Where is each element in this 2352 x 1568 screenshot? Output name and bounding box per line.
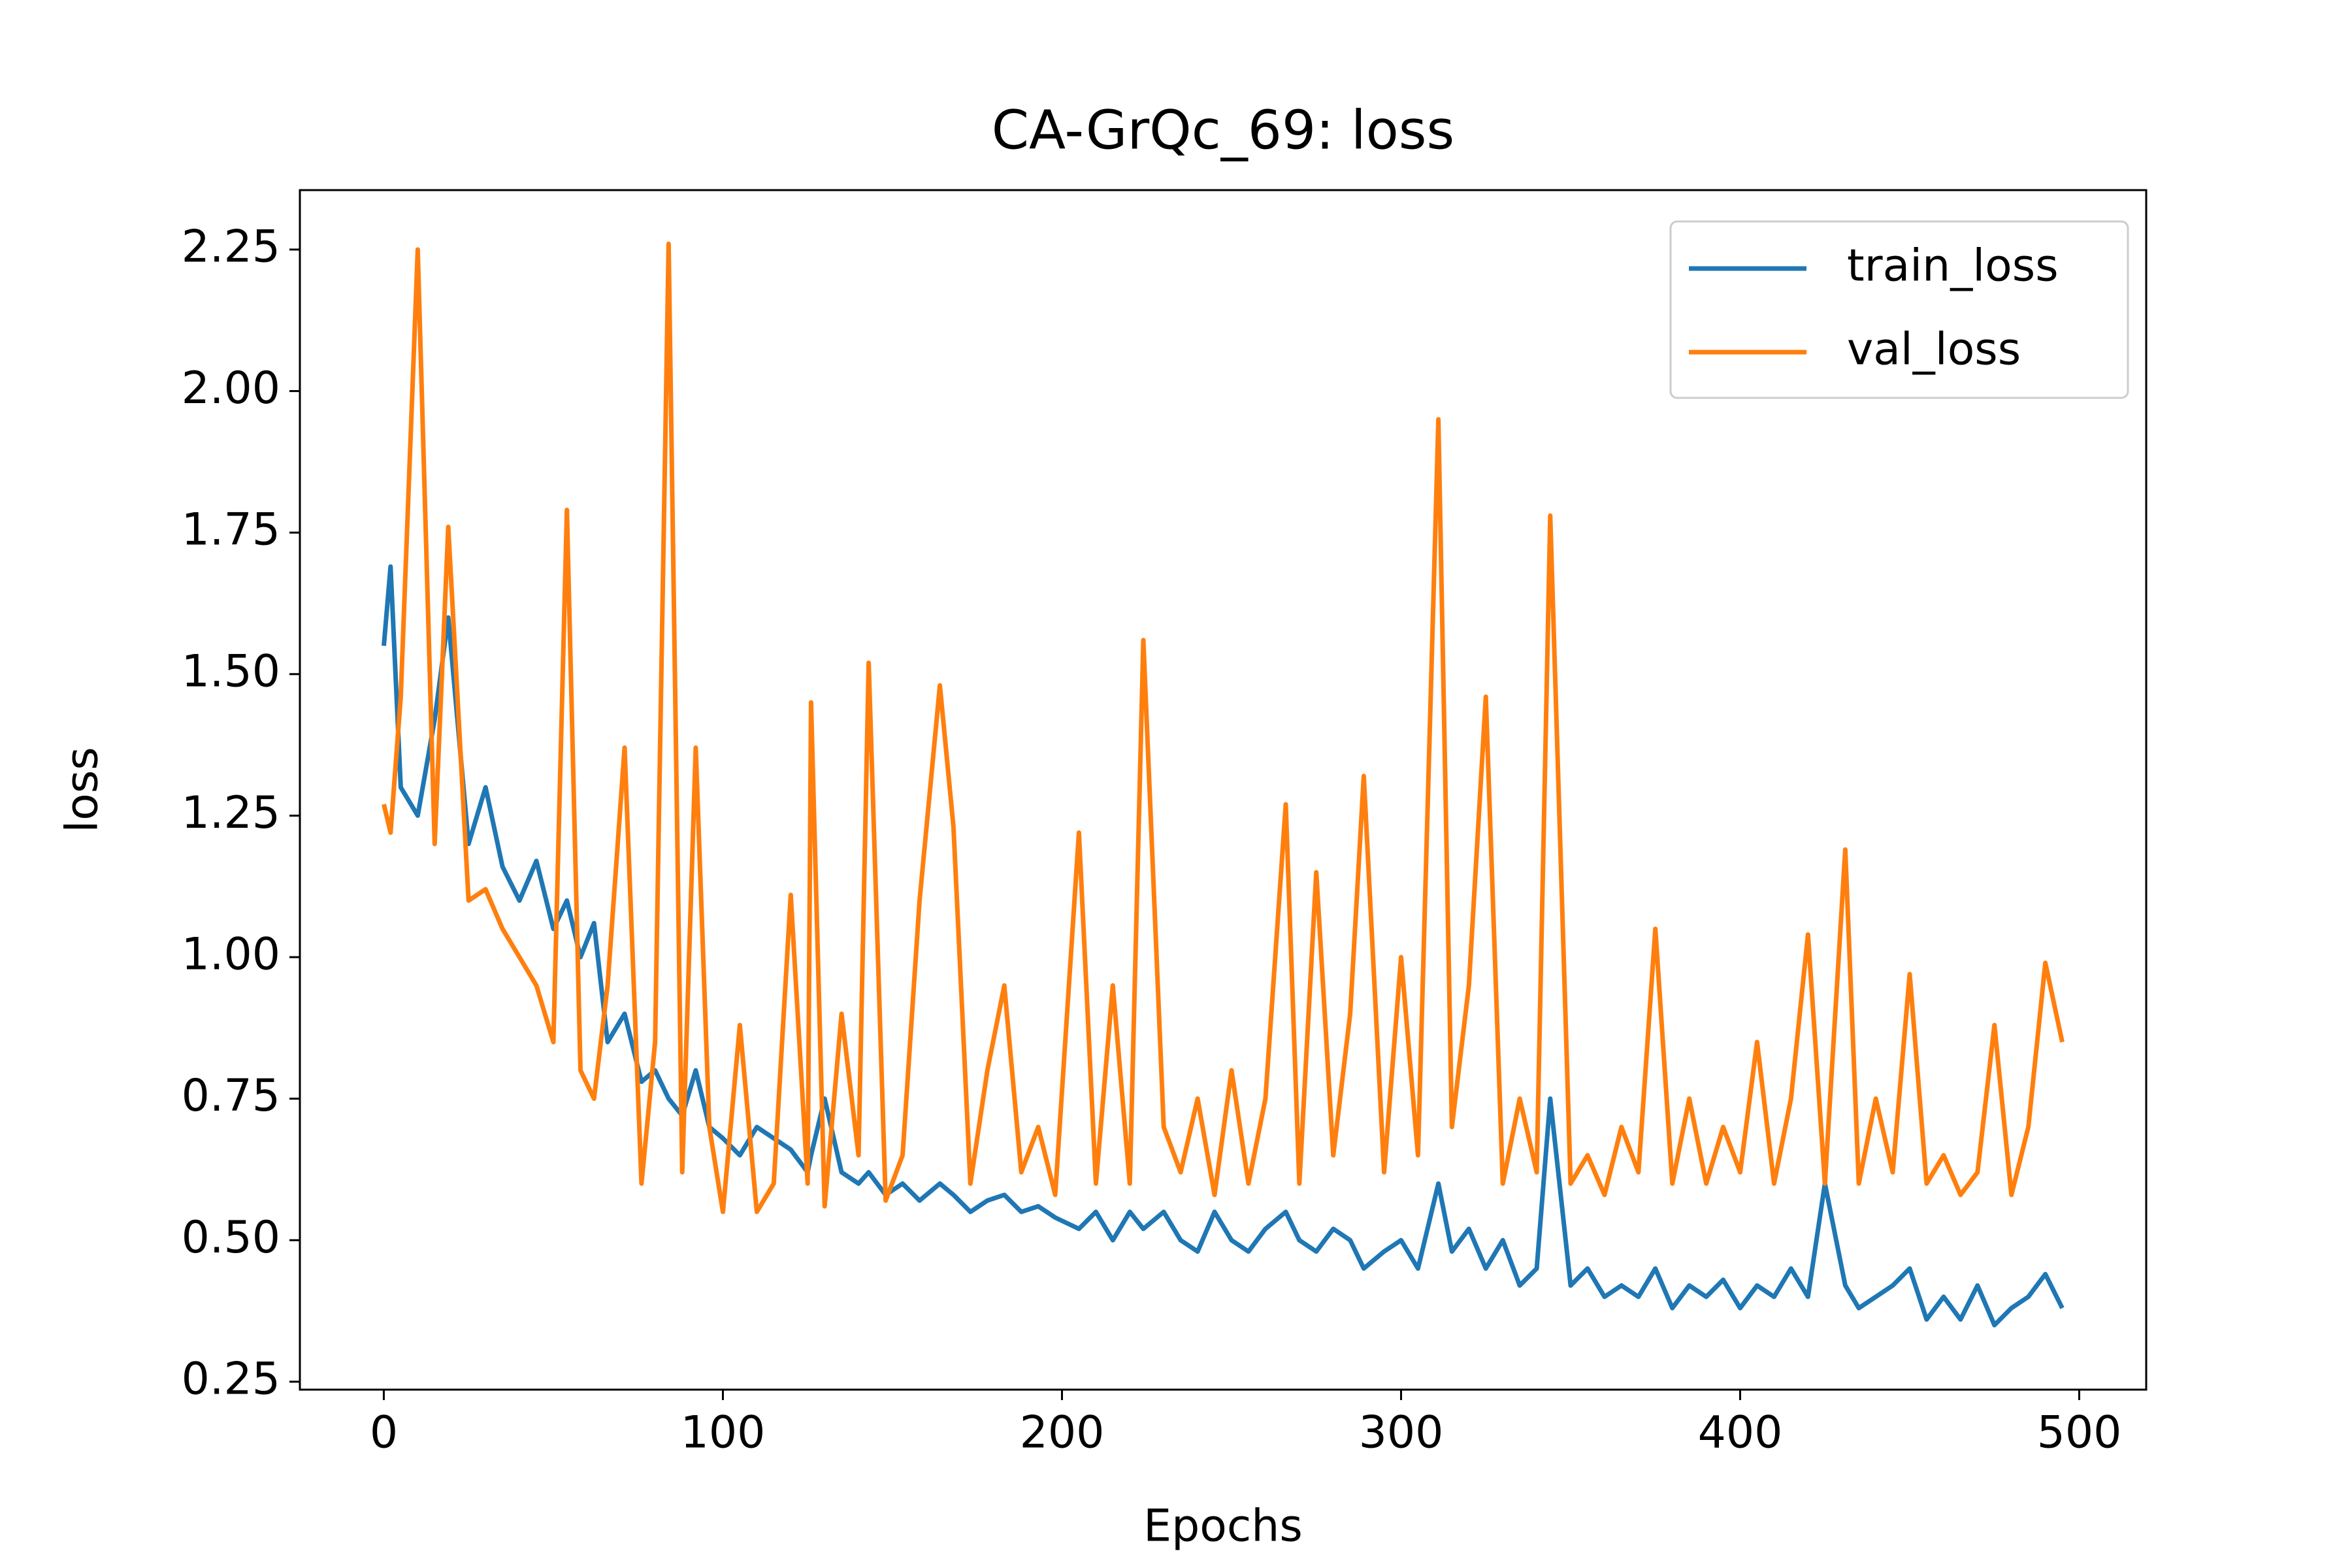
y-tick-label: 0.25 bbox=[182, 1353, 280, 1405]
chart-title: CA-GrQc_69: loss bbox=[992, 99, 1454, 161]
x-tick-label: 100 bbox=[681, 1407, 766, 1459]
x-tick-label: 200 bbox=[1020, 1407, 1105, 1459]
legend-label: train_loss bbox=[1847, 240, 2059, 292]
x-tick-label: 400 bbox=[1698, 1407, 1783, 1459]
x-tick-label: 0 bbox=[370, 1407, 398, 1459]
y-tick-label: 1.75 bbox=[182, 504, 280, 556]
data-line bbox=[382, 564, 2065, 1328]
x-axis-label: Epochs bbox=[1143, 1501, 1303, 1552]
y-tick-label: 1.25 bbox=[182, 787, 280, 839]
x-tick-label: 500 bbox=[2037, 1407, 2122, 1459]
y-axis-label: loss bbox=[57, 747, 108, 832]
y-tick-label: 0.50 bbox=[182, 1212, 280, 1264]
y-tick-label: 2.00 bbox=[182, 363, 280, 414]
plot-frame bbox=[299, 189, 2148, 1391]
y-tick-label: 1.50 bbox=[182, 645, 280, 697]
x-tick-label: 300 bbox=[1359, 1407, 1444, 1459]
legend-label: val_loss bbox=[1847, 324, 2021, 376]
y-tick-label: 1.00 bbox=[182, 929, 280, 981]
y-tick-label: 0.75 bbox=[182, 1070, 280, 1122]
y-tick-label: 2.25 bbox=[182, 221, 280, 273]
data-line bbox=[382, 241, 2065, 1215]
